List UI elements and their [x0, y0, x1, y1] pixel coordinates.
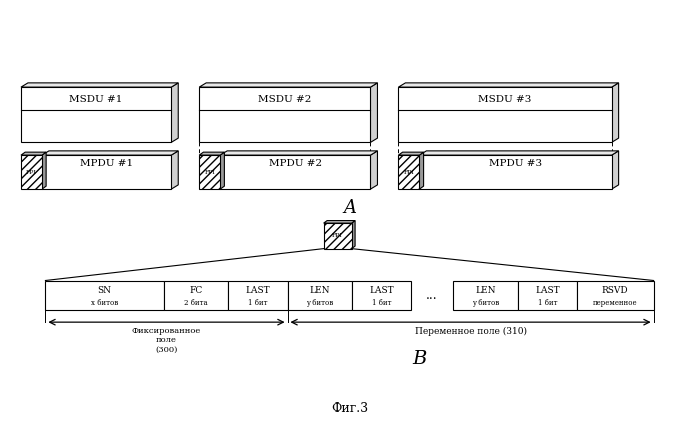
- Text: FPI: FPI: [332, 233, 343, 238]
- Polygon shape: [324, 221, 355, 223]
- Text: FC: FC: [189, 286, 203, 295]
- Polygon shape: [370, 83, 377, 142]
- Bar: [518, 280, 577, 310]
- Bar: [398, 155, 419, 189]
- Bar: [398, 87, 612, 142]
- Text: RSVD: RSVD: [602, 286, 628, 295]
- Bar: [577, 280, 654, 310]
- Polygon shape: [42, 151, 178, 155]
- Text: 1 бит: 1 бит: [373, 299, 391, 307]
- Text: A: A: [343, 199, 356, 217]
- Polygon shape: [220, 152, 224, 189]
- Bar: [220, 155, 370, 189]
- Polygon shape: [398, 83, 619, 87]
- Bar: [45, 280, 164, 310]
- Polygon shape: [21, 152, 46, 155]
- Text: FPI: FPI: [204, 170, 215, 175]
- Text: 1 бит: 1 бит: [248, 299, 268, 307]
- Text: SN: SN: [97, 286, 111, 295]
- Bar: [21, 87, 171, 142]
- Text: переменное: переменное: [593, 299, 637, 307]
- Text: LAST: LAST: [370, 286, 394, 295]
- Bar: [199, 155, 220, 189]
- Text: MPDU #3: MPDU #3: [489, 159, 542, 168]
- Text: MPDU #2: MPDU #2: [268, 159, 322, 168]
- Text: x битов: x битов: [91, 299, 118, 307]
- Polygon shape: [220, 151, 377, 155]
- Bar: [21, 155, 42, 189]
- Text: 1 бит: 1 бит: [538, 299, 557, 307]
- Polygon shape: [42, 152, 46, 189]
- Bar: [42, 155, 171, 189]
- Polygon shape: [370, 151, 377, 189]
- Text: MPDU #1: MPDU #1: [80, 159, 134, 168]
- Bar: [419, 155, 612, 189]
- Text: Фиг.3: Фиг.3: [331, 402, 368, 414]
- Text: 2 бита: 2 бита: [184, 299, 208, 307]
- Text: MSDU #3: MSDU #3: [478, 95, 532, 104]
- Text: y битов: y битов: [306, 299, 333, 307]
- Bar: [352, 280, 412, 310]
- Polygon shape: [612, 151, 619, 189]
- Polygon shape: [199, 152, 224, 155]
- Bar: [287, 280, 352, 310]
- Text: MSDU #1: MSDU #1: [69, 95, 123, 104]
- Text: LAST: LAST: [245, 286, 271, 295]
- Text: Фиксированное
поле
(300): Фиксированное поле (300): [132, 327, 201, 354]
- Polygon shape: [352, 221, 355, 249]
- Polygon shape: [612, 83, 619, 142]
- Polygon shape: [419, 152, 424, 189]
- Bar: [453, 280, 518, 310]
- Polygon shape: [21, 83, 178, 87]
- Text: LEN: LEN: [310, 286, 330, 295]
- Text: FPI: FPI: [26, 170, 37, 175]
- Bar: [324, 223, 352, 249]
- Text: LAST: LAST: [535, 286, 560, 295]
- Text: LEN: LEN: [475, 286, 496, 295]
- Bar: [164, 280, 229, 310]
- Polygon shape: [398, 152, 424, 155]
- Polygon shape: [171, 151, 178, 189]
- Polygon shape: [419, 151, 619, 155]
- Polygon shape: [199, 83, 377, 87]
- Bar: [199, 87, 370, 142]
- Text: Переменное поле (310): Переменное поле (310): [415, 327, 526, 336]
- Text: FPI: FPI: [403, 170, 415, 175]
- Text: B: B: [412, 350, 426, 368]
- Bar: [229, 280, 287, 310]
- Text: y битов: y битов: [472, 299, 499, 307]
- Text: ...: ...: [426, 289, 438, 302]
- Text: MSDU #2: MSDU #2: [258, 95, 312, 104]
- Polygon shape: [171, 83, 178, 142]
